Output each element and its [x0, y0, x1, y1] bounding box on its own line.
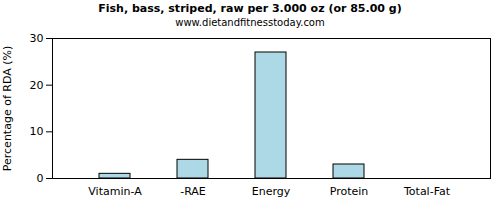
- svg-text:Vitamin-A: Vitamin-A: [88, 185, 142, 198]
- svg-text:10: 10: [30, 125, 44, 138]
- svg-text:Energy: Energy: [252, 185, 291, 198]
- svg-text:-RAE: -RAE: [180, 185, 206, 198]
- svg-text:Total-Fat: Total-Fat: [403, 185, 451, 198]
- svg-text:Protein: Protein: [330, 185, 369, 198]
- html-text:www.dietandfitnesstoday.com: www.dietandfitnesstoday.com: [175, 17, 325, 28]
- svg-text:0: 0: [37, 172, 44, 185]
- svg-text:30: 30: [30, 32, 44, 45]
- html-text:Fish, bass, striped, raw per 3: Fish, bass, striped, raw per 3.000 oz (o…: [98, 2, 402, 15]
- svg-text:20: 20: [30, 79, 44, 92]
- svg-text:Percentage of RDA (%): Percentage of RDA (%): [1, 46, 14, 171]
